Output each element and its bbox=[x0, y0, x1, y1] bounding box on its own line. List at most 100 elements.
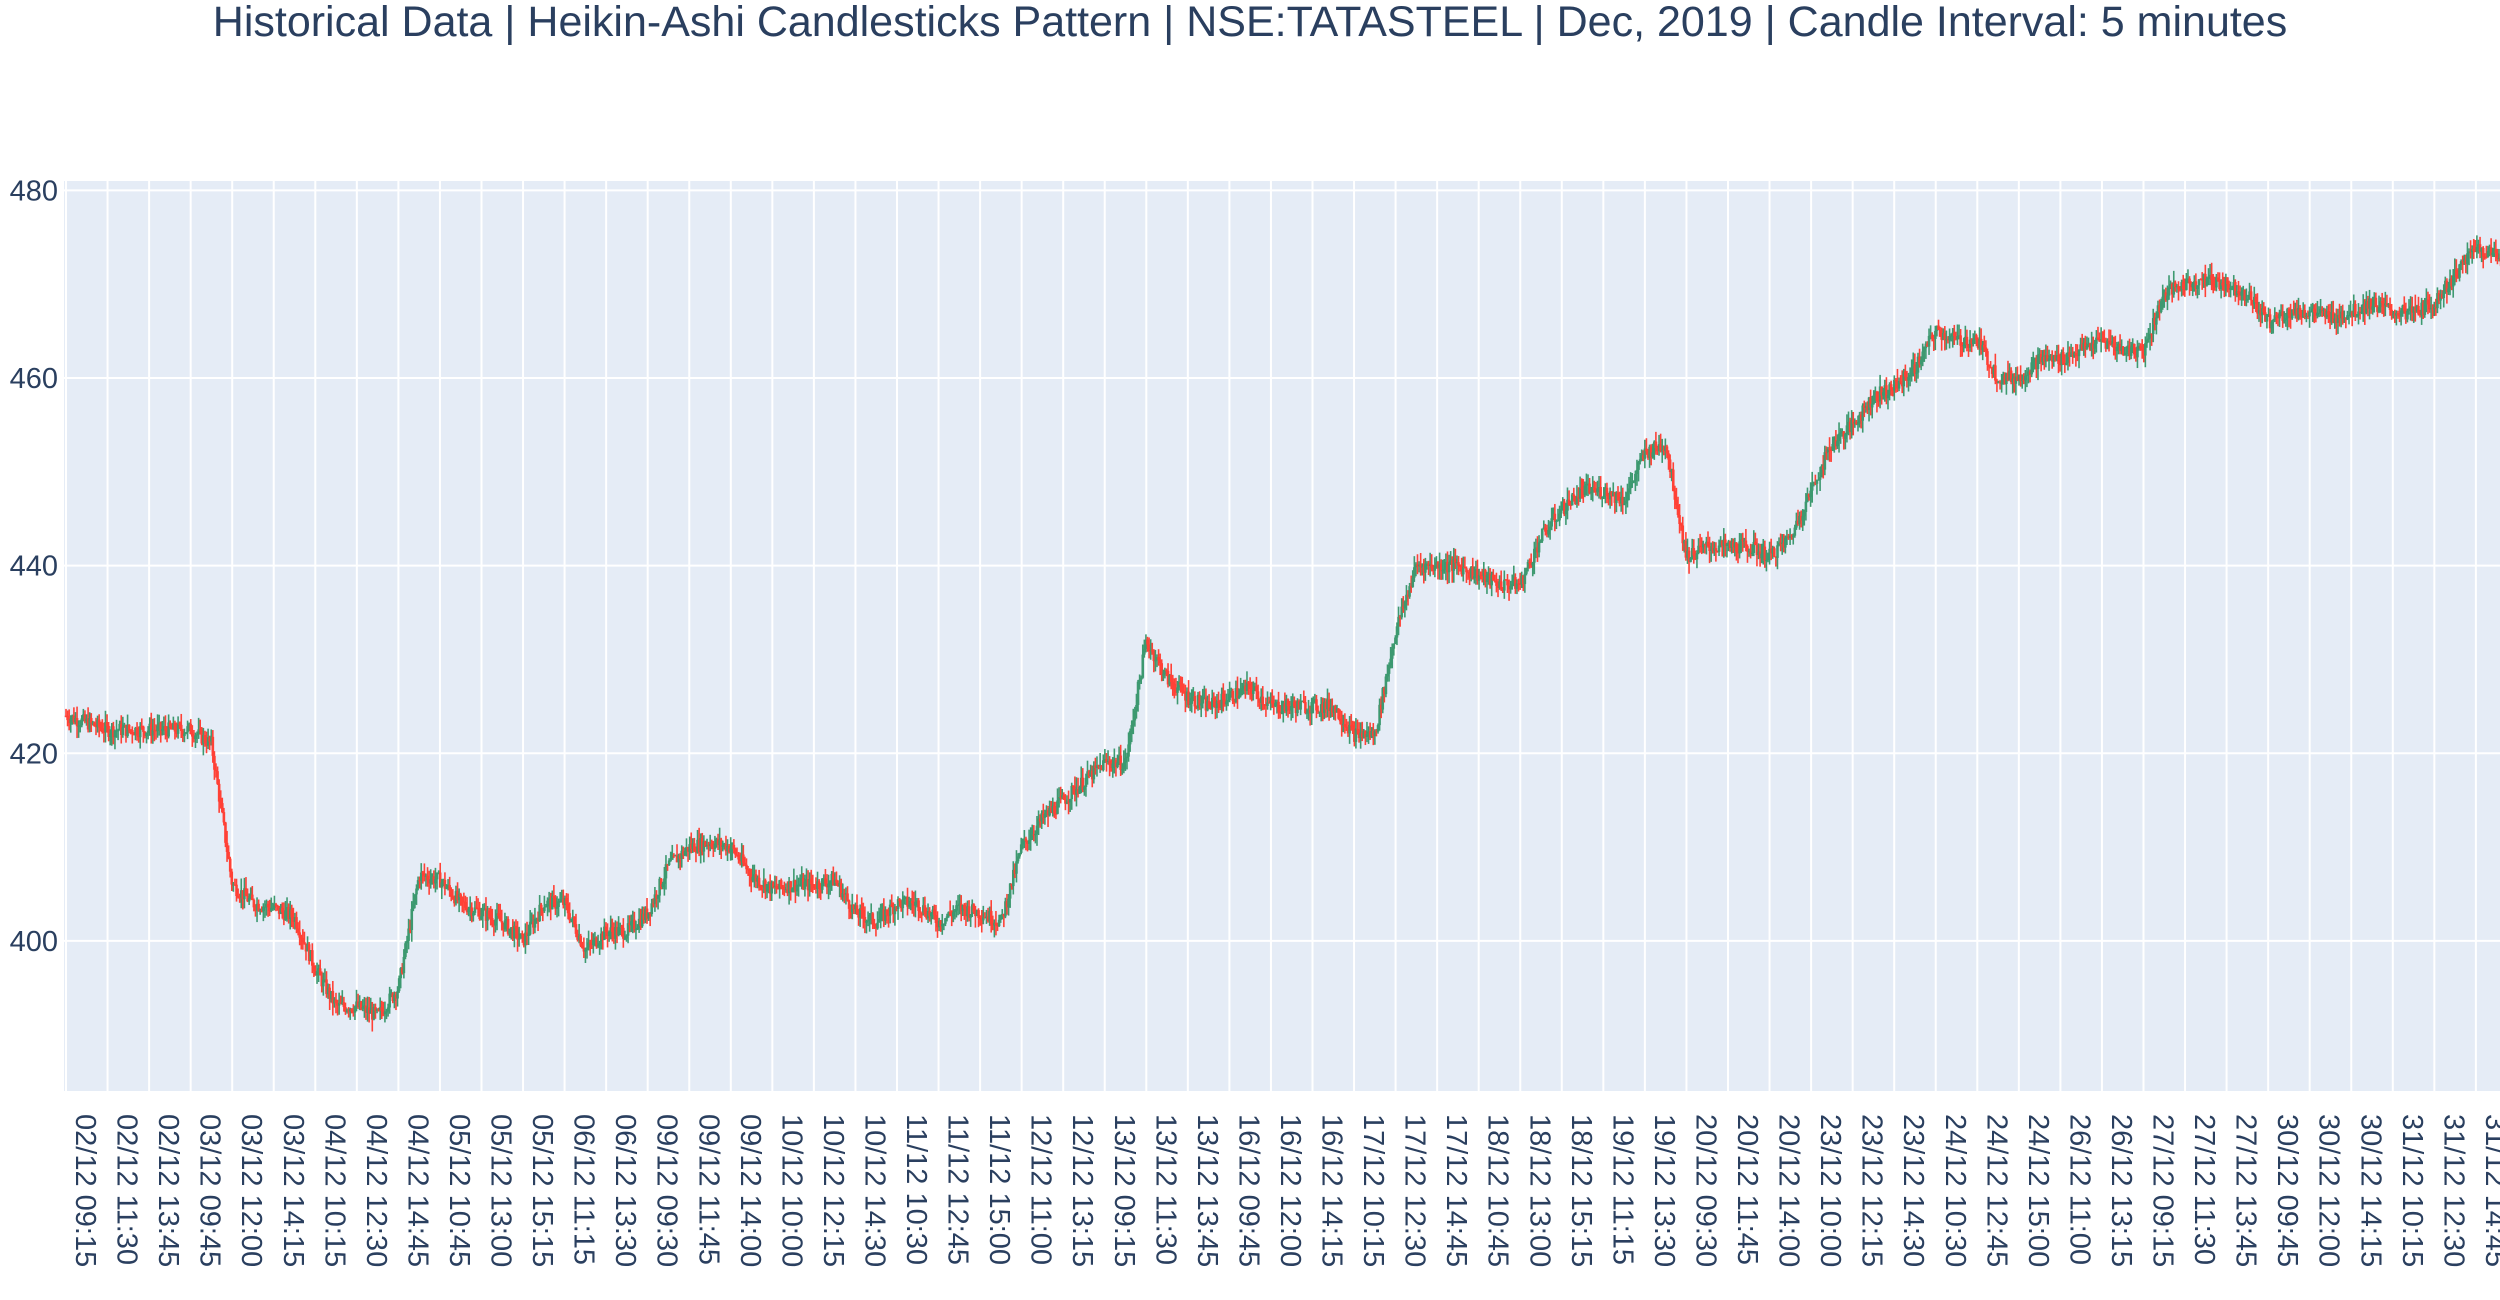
candle-body bbox=[1705, 541, 1708, 544]
candle-body bbox=[659, 878, 663, 887]
candle-body bbox=[1844, 433, 1847, 439]
candle-body bbox=[1387, 665, 1391, 674]
candle-body bbox=[1662, 450, 1666, 452]
candle-body bbox=[1157, 657, 1160, 661]
candle-body bbox=[1798, 515, 1801, 524]
candle-body bbox=[1375, 730, 1378, 732]
candle-body bbox=[1018, 852, 1021, 857]
candle-body bbox=[69, 718, 73, 724]
candle-body bbox=[1330, 707, 1334, 713]
candle-body bbox=[770, 882, 774, 894]
candle-body bbox=[1570, 494, 1574, 506]
candle-body bbox=[230, 871, 234, 885]
candle-body bbox=[172, 722, 175, 730]
candle-body bbox=[517, 938, 521, 940]
candle-body bbox=[1602, 495, 1606, 497]
candle-body bbox=[495, 913, 499, 920]
candle-body bbox=[2131, 344, 2135, 348]
candle-body bbox=[543, 907, 546, 912]
x-tick-label: 18/12 10:45 bbox=[1482, 1114, 1514, 1267]
candle-body bbox=[1959, 335, 1962, 346]
candle-body bbox=[1166, 670, 1170, 685]
candle-body bbox=[1356, 728, 1359, 730]
candle-body bbox=[1329, 707, 1332, 711]
candle-body bbox=[1975, 335, 1978, 340]
candle-body bbox=[1176, 687, 1179, 693]
candle-body bbox=[1692, 548, 1696, 556]
candle-body bbox=[1651, 452, 1655, 458]
candle-body bbox=[1324, 701, 1328, 710]
candle-body bbox=[565, 897, 568, 904]
candle-body bbox=[83, 714, 87, 722]
candle-body bbox=[1858, 414, 1861, 424]
candle-body bbox=[2170, 284, 2174, 295]
candle-body bbox=[571, 916, 575, 919]
candle-body bbox=[2077, 349, 2081, 357]
candle-body bbox=[2025, 374, 2029, 376]
candle-body bbox=[1173, 683, 1176, 690]
candle-body bbox=[871, 913, 875, 925]
candle-body bbox=[2132, 344, 2136, 355]
candle-body bbox=[1125, 756, 1129, 759]
candle-body bbox=[1343, 724, 1347, 727]
candle-body bbox=[1828, 448, 1831, 450]
candle-body bbox=[1266, 702, 1269, 706]
candle-body bbox=[1932, 338, 1936, 340]
candle-body bbox=[1095, 765, 1099, 768]
candle-body bbox=[1984, 347, 1988, 352]
candle-body bbox=[1319, 704, 1323, 712]
candle-body bbox=[743, 862, 747, 865]
candle-body bbox=[1594, 489, 1598, 493]
candle-body bbox=[277, 905, 281, 914]
candle-body bbox=[127, 724, 131, 730]
candle-body bbox=[983, 917, 987, 919]
candle-body bbox=[448, 885, 451, 891]
candle-body bbox=[1859, 414, 1863, 421]
candle-body bbox=[2069, 355, 2073, 357]
candle-body bbox=[1490, 574, 1493, 586]
candle-body bbox=[1840, 431, 1844, 433]
candle-body bbox=[852, 904, 856, 910]
candle-body bbox=[996, 925, 999, 927]
candle-body bbox=[2207, 277, 2210, 279]
candle-body bbox=[1878, 386, 1882, 402]
candle-body bbox=[661, 883, 665, 887]
candle-body bbox=[999, 914, 1002, 920]
candle-body bbox=[2401, 305, 2404, 311]
candle-body bbox=[2349, 312, 2352, 315]
candle-body bbox=[1765, 560, 1768, 562]
candle-body bbox=[329, 991, 333, 999]
candle-body bbox=[1727, 541, 1730, 544]
candle-body bbox=[2060, 352, 2063, 366]
candle-body bbox=[252, 900, 256, 908]
candle-body bbox=[1989, 367, 1992, 369]
candle-body bbox=[640, 913, 644, 927]
candle-body bbox=[1635, 469, 1639, 474]
candle-body bbox=[1784, 537, 1787, 548]
candle-body bbox=[967, 906, 971, 918]
candle-body bbox=[99, 727, 103, 729]
candle-body bbox=[1738, 541, 1741, 554]
candle-body bbox=[2398, 315, 2401, 317]
candle-body bbox=[1258, 698, 1261, 703]
candle-body bbox=[2044, 354, 2048, 362]
candle-body bbox=[287, 907, 290, 919]
candle-body bbox=[1990, 367, 1994, 374]
candle-body bbox=[1466, 572, 1470, 574]
candle-body bbox=[2267, 314, 2270, 316]
candle-body bbox=[2084, 342, 2087, 349]
candle-body bbox=[880, 909, 884, 912]
candle-body bbox=[819, 888, 822, 890]
candle-body bbox=[296, 928, 300, 933]
candle-body bbox=[2071, 355, 2075, 357]
candle-body bbox=[1894, 379, 1898, 382]
candle-body bbox=[484, 908, 488, 921]
candle-body bbox=[475, 907, 478, 909]
candle-body bbox=[1905, 376, 1909, 381]
candle-body bbox=[410, 908, 414, 930]
candle-body bbox=[1163, 670, 1167, 675]
candle-body bbox=[920, 912, 924, 914]
candle-body bbox=[715, 839, 718, 844]
candle-body bbox=[1883, 385, 1887, 393]
candle-body bbox=[2316, 312, 2319, 316]
